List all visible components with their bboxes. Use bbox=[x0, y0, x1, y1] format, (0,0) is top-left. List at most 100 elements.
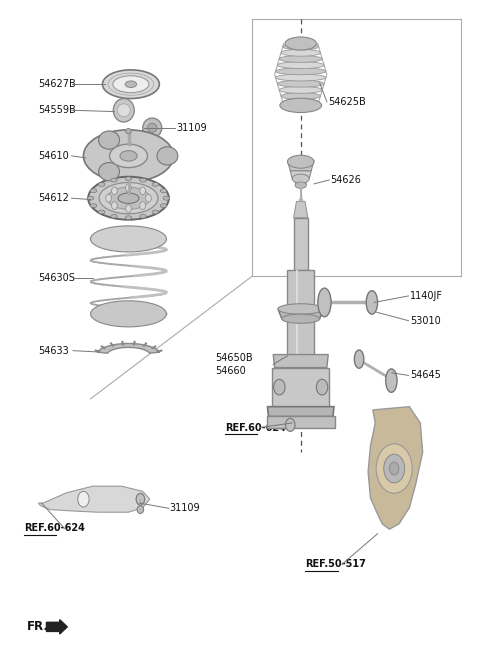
Text: REF.60-624: REF.60-624 bbox=[225, 422, 286, 432]
Text: REF.50-517: REF.50-517 bbox=[305, 559, 366, 570]
Circle shape bbox=[111, 187, 117, 194]
Ellipse shape bbox=[160, 189, 167, 193]
Ellipse shape bbox=[84, 130, 174, 182]
Circle shape bbox=[126, 205, 132, 213]
Ellipse shape bbox=[277, 80, 324, 87]
Circle shape bbox=[274, 379, 285, 395]
Ellipse shape bbox=[279, 56, 322, 62]
Text: 54627B: 54627B bbox=[38, 79, 76, 89]
Ellipse shape bbox=[354, 350, 364, 368]
Ellipse shape bbox=[118, 193, 139, 204]
Ellipse shape bbox=[140, 214, 146, 218]
Circle shape bbox=[384, 454, 405, 483]
Ellipse shape bbox=[163, 196, 170, 200]
Ellipse shape bbox=[278, 304, 324, 314]
Ellipse shape bbox=[140, 178, 146, 182]
Ellipse shape bbox=[90, 189, 97, 193]
Circle shape bbox=[136, 493, 144, 505]
Ellipse shape bbox=[276, 68, 326, 75]
Text: 54612: 54612 bbox=[38, 193, 69, 203]
Polygon shape bbox=[38, 486, 150, 512]
Circle shape bbox=[145, 194, 151, 202]
Text: 54630S: 54630S bbox=[38, 273, 75, 283]
Ellipse shape bbox=[111, 214, 117, 218]
Text: FR.: FR. bbox=[26, 620, 48, 633]
Ellipse shape bbox=[87, 196, 94, 200]
Text: 54559B: 54559B bbox=[38, 105, 76, 115]
Polygon shape bbox=[273, 355, 328, 367]
Ellipse shape bbox=[157, 147, 178, 165]
Ellipse shape bbox=[90, 204, 97, 208]
Polygon shape bbox=[266, 417, 335, 428]
Text: 53010: 53010 bbox=[410, 315, 441, 326]
Ellipse shape bbox=[276, 74, 326, 81]
Ellipse shape bbox=[117, 104, 131, 117]
Ellipse shape bbox=[98, 131, 120, 149]
Polygon shape bbox=[296, 270, 299, 407]
Ellipse shape bbox=[385, 369, 397, 392]
Ellipse shape bbox=[91, 301, 167, 327]
Ellipse shape bbox=[281, 93, 321, 99]
Polygon shape bbox=[278, 309, 324, 319]
Ellipse shape bbox=[120, 150, 137, 161]
Polygon shape bbox=[368, 407, 423, 529]
Ellipse shape bbox=[288, 155, 314, 168]
Text: 54650B: 54650B bbox=[216, 353, 253, 363]
Polygon shape bbox=[294, 179, 307, 185]
Polygon shape bbox=[288, 270, 314, 407]
Ellipse shape bbox=[281, 49, 321, 57]
Ellipse shape bbox=[366, 290, 378, 314]
Ellipse shape bbox=[88, 177, 169, 219]
Ellipse shape bbox=[280, 98, 322, 112]
Ellipse shape bbox=[137, 506, 144, 514]
Ellipse shape bbox=[282, 314, 320, 323]
Ellipse shape bbox=[111, 178, 117, 182]
Ellipse shape bbox=[292, 174, 309, 183]
Ellipse shape bbox=[99, 183, 158, 214]
Ellipse shape bbox=[98, 210, 105, 214]
Circle shape bbox=[111, 202, 117, 210]
Ellipse shape bbox=[152, 210, 159, 214]
Ellipse shape bbox=[285, 37, 316, 50]
Ellipse shape bbox=[109, 144, 147, 168]
Text: 54625B: 54625B bbox=[328, 97, 366, 107]
Text: 54633: 54633 bbox=[38, 346, 69, 355]
Text: REF.60-624: REF.60-624 bbox=[24, 524, 85, 533]
Polygon shape bbox=[290, 171, 311, 179]
Ellipse shape bbox=[277, 62, 324, 68]
Circle shape bbox=[389, 462, 399, 475]
Polygon shape bbox=[288, 160, 314, 171]
Ellipse shape bbox=[295, 182, 306, 189]
Text: 31109: 31109 bbox=[176, 123, 206, 133]
Circle shape bbox=[126, 184, 132, 192]
Ellipse shape bbox=[98, 183, 105, 187]
Circle shape bbox=[106, 194, 111, 202]
Ellipse shape bbox=[283, 99, 319, 106]
Ellipse shape bbox=[107, 187, 150, 210]
Ellipse shape bbox=[113, 99, 134, 122]
Text: 1140JF: 1140JF bbox=[410, 291, 443, 301]
Text: 54645: 54645 bbox=[410, 371, 441, 380]
Polygon shape bbox=[294, 217, 308, 270]
Circle shape bbox=[376, 444, 412, 493]
Circle shape bbox=[316, 379, 328, 395]
Ellipse shape bbox=[318, 288, 331, 317]
Ellipse shape bbox=[91, 226, 167, 252]
Circle shape bbox=[78, 491, 89, 507]
Ellipse shape bbox=[143, 118, 162, 137]
Ellipse shape bbox=[147, 124, 157, 133]
Polygon shape bbox=[267, 407, 334, 417]
Ellipse shape bbox=[98, 162, 120, 181]
Polygon shape bbox=[294, 202, 308, 217]
Circle shape bbox=[140, 202, 145, 210]
Ellipse shape bbox=[102, 70, 159, 99]
Circle shape bbox=[140, 187, 145, 194]
Ellipse shape bbox=[125, 81, 137, 87]
Ellipse shape bbox=[125, 215, 132, 219]
Circle shape bbox=[286, 419, 295, 432]
Text: 54660: 54660 bbox=[216, 366, 246, 376]
Ellipse shape bbox=[126, 129, 132, 134]
Polygon shape bbox=[97, 344, 160, 353]
FancyArrow shape bbox=[47, 620, 67, 634]
Ellipse shape bbox=[283, 43, 319, 50]
